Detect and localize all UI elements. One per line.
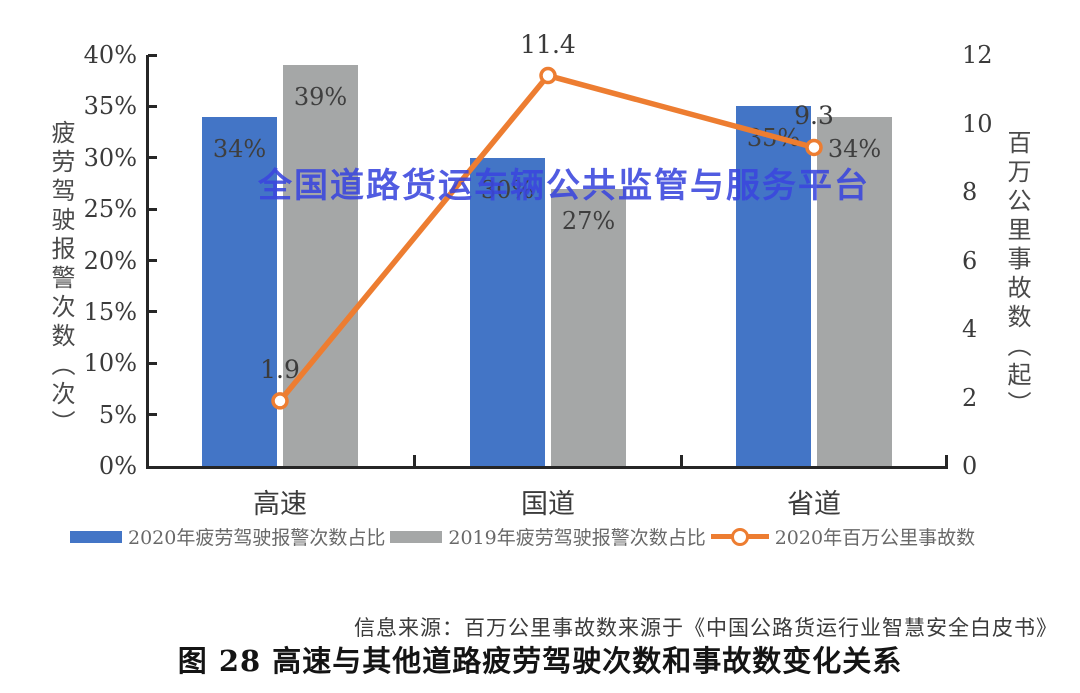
left-axis-title: 疲劳驾驶报警次数（次） [47,120,75,439]
bar-data-label: 34% [827,134,882,163]
left-tick-label: 30% [83,143,137,172]
line-point-label: 1.9 [260,354,300,384]
left-tick-mark [148,413,157,417]
left-tick-label: 25% [83,195,137,224]
figure-caption: 图 28 高速与其他道路疲劳驾驶次数和事故数变化关系 [177,644,903,678]
legend-label-2019-bars: 2019年疲劳驾驶报警次数占比 [448,527,706,549]
left-tick-label: 35% [83,92,137,121]
right-tick-label: 6 [962,246,978,275]
legend: 2020年疲劳驾驶报警次数占比 2019年疲劳驾驶报警次数占比 2020年百万公… [70,523,975,550]
left-tick-label: 10% [83,349,137,378]
left-tick-mark [148,53,157,57]
watermark-text: 全国道路货运车辆公共监管与服务平台 [258,166,870,206]
right-tick-label: 8 [962,178,978,206]
bar-高速-2020年疲劳驾驶报警次数占比 [202,116,277,466]
legend-item-2020-line: 2020年百万公里事故数 [710,523,976,550]
left-tick-label: 15% [83,297,137,326]
right-axis-title: 百万公里事故数（起） [1003,130,1031,420]
left-tick-mark [148,156,157,160]
left-tick-mark [148,310,157,314]
category-label-国道: 国道 [521,489,575,520]
legend-label-2020-bars: 2020年疲劳驾驶报警次数占比 [128,527,386,549]
right-tick-label: 2 [962,383,978,412]
bar-data-label: 39% [293,83,348,112]
left-tick-label: 40% [83,41,137,69]
bar-data-label: 34% [212,134,267,163]
legend-item-2020-bars: 2020年疲劳驾驶报警次数占比 [70,523,385,550]
legend-label-2020-line: 2020年百万公里事故数 [774,527,976,549]
left-tick-mark [148,361,157,365]
legend-swatch-orange-line-marker [710,527,769,546]
left-tick-label: 5% [98,400,137,429]
left-tick-mark [148,207,157,211]
bar-data-label: 27% [561,206,616,235]
left-tick-mark [148,104,157,108]
right-tick-label: 4 [962,315,978,343]
legend-swatch-blue-bar [70,530,122,543]
source-note: 信息来源：百万公里事故数来源于《中国公路货运行业智慧安全白皮书》 [354,616,1058,640]
left-tick-mark [148,259,157,262]
left-tick-label: 20% [83,246,137,275]
left-tick-label: 0% [98,452,137,480]
x-axis-end-tick [945,455,948,466]
line-point-label: 11.4 [520,29,576,59]
line-marker [539,66,557,85]
x-tick-mark [412,455,416,466]
legend-swatch-gray-bar [390,530,443,543]
right-tick-label: 0 [962,452,978,480]
bar-高速-2019年疲劳驾驶报警次数占比 [283,65,358,466]
right-tick-label: 10 [962,109,993,138]
category-label-省道: 省道 [787,489,841,520]
bar-省道-2019年疲劳驾驶报警次数占比 [817,116,892,466]
left-axis-line [146,55,149,469]
line-point-label: 9.3 [794,101,834,131]
legend-item-2019-bars: 2019年疲劳驾驶报警次数占比 [390,523,706,550]
category-label-高速: 高速 [253,489,307,520]
x-tick-mark [679,455,683,466]
right-tick-label: 12 [962,41,993,69]
x-axis-line [146,466,948,469]
